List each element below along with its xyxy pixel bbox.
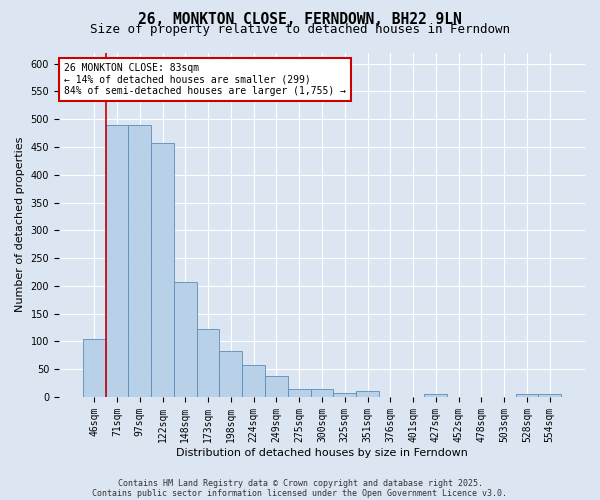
Bar xyxy=(356,392,379,397)
Text: Contains HM Land Registry data © Crown copyright and database right 2025.
Contai: Contains HM Land Registry data © Crown c… xyxy=(92,478,508,498)
Bar xyxy=(174,282,197,397)
Bar xyxy=(83,338,106,397)
Bar xyxy=(265,376,288,397)
Bar xyxy=(242,366,265,397)
Text: 26, MONKTON CLOSE, FERNDOWN, BH22 9LN: 26, MONKTON CLOSE, FERNDOWN, BH22 9LN xyxy=(138,12,462,28)
Bar xyxy=(151,142,174,397)
Bar xyxy=(128,124,151,397)
Bar xyxy=(220,351,242,397)
Text: 26 MONKTON CLOSE: 83sqm
← 14% of detached houses are smaller (299)
84% of semi-d: 26 MONKTON CLOSE: 83sqm ← 14% of detache… xyxy=(64,63,346,96)
Bar xyxy=(197,329,220,397)
Y-axis label: Number of detached properties: Number of detached properties xyxy=(15,137,25,312)
Bar xyxy=(311,388,334,397)
Bar xyxy=(334,392,356,397)
Bar xyxy=(424,394,447,397)
Bar xyxy=(106,124,128,397)
X-axis label: Distribution of detached houses by size in Ferndown: Distribution of detached houses by size … xyxy=(176,448,468,458)
Bar xyxy=(538,394,561,397)
Text: Size of property relative to detached houses in Ferndown: Size of property relative to detached ho… xyxy=(90,24,510,36)
Bar xyxy=(288,388,311,397)
Bar xyxy=(515,394,538,397)
